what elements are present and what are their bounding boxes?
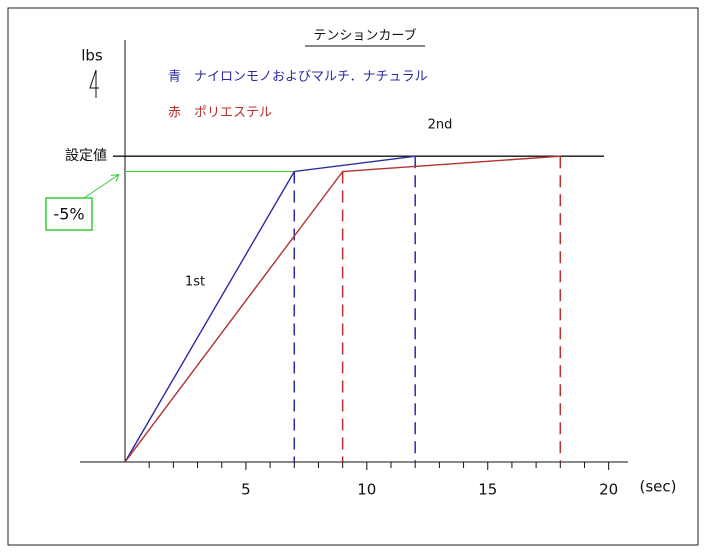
y-axis-label: lbs xyxy=(81,47,103,65)
chart-title: テンションカーブ xyxy=(313,28,416,44)
legend-entry: 青 ナイロンモノおよびマルチ．ナチュラル xyxy=(168,70,428,85)
annotation: 1st xyxy=(185,275,205,290)
frame xyxy=(7,7,699,546)
reference-arrow xyxy=(83,173,120,199)
x-tick-label: 20 xyxy=(599,481,618,499)
y-tick-label: 設定値 xyxy=(65,148,107,164)
x-tick-label: 5 xyxy=(241,481,251,499)
y-arrow-icon xyxy=(89,69,99,98)
reference-label: -5% xyxy=(53,205,84,224)
reference-box xyxy=(45,197,93,231)
annotation: 2nd xyxy=(428,118,453,133)
x-tick-label: 10 xyxy=(357,481,376,499)
legend-entry: 赤 ポリエステル xyxy=(168,106,272,121)
x-tick-label: 15 xyxy=(478,481,497,499)
series-line xyxy=(124,155,416,463)
x-axis-label: (sec) xyxy=(640,478,677,496)
